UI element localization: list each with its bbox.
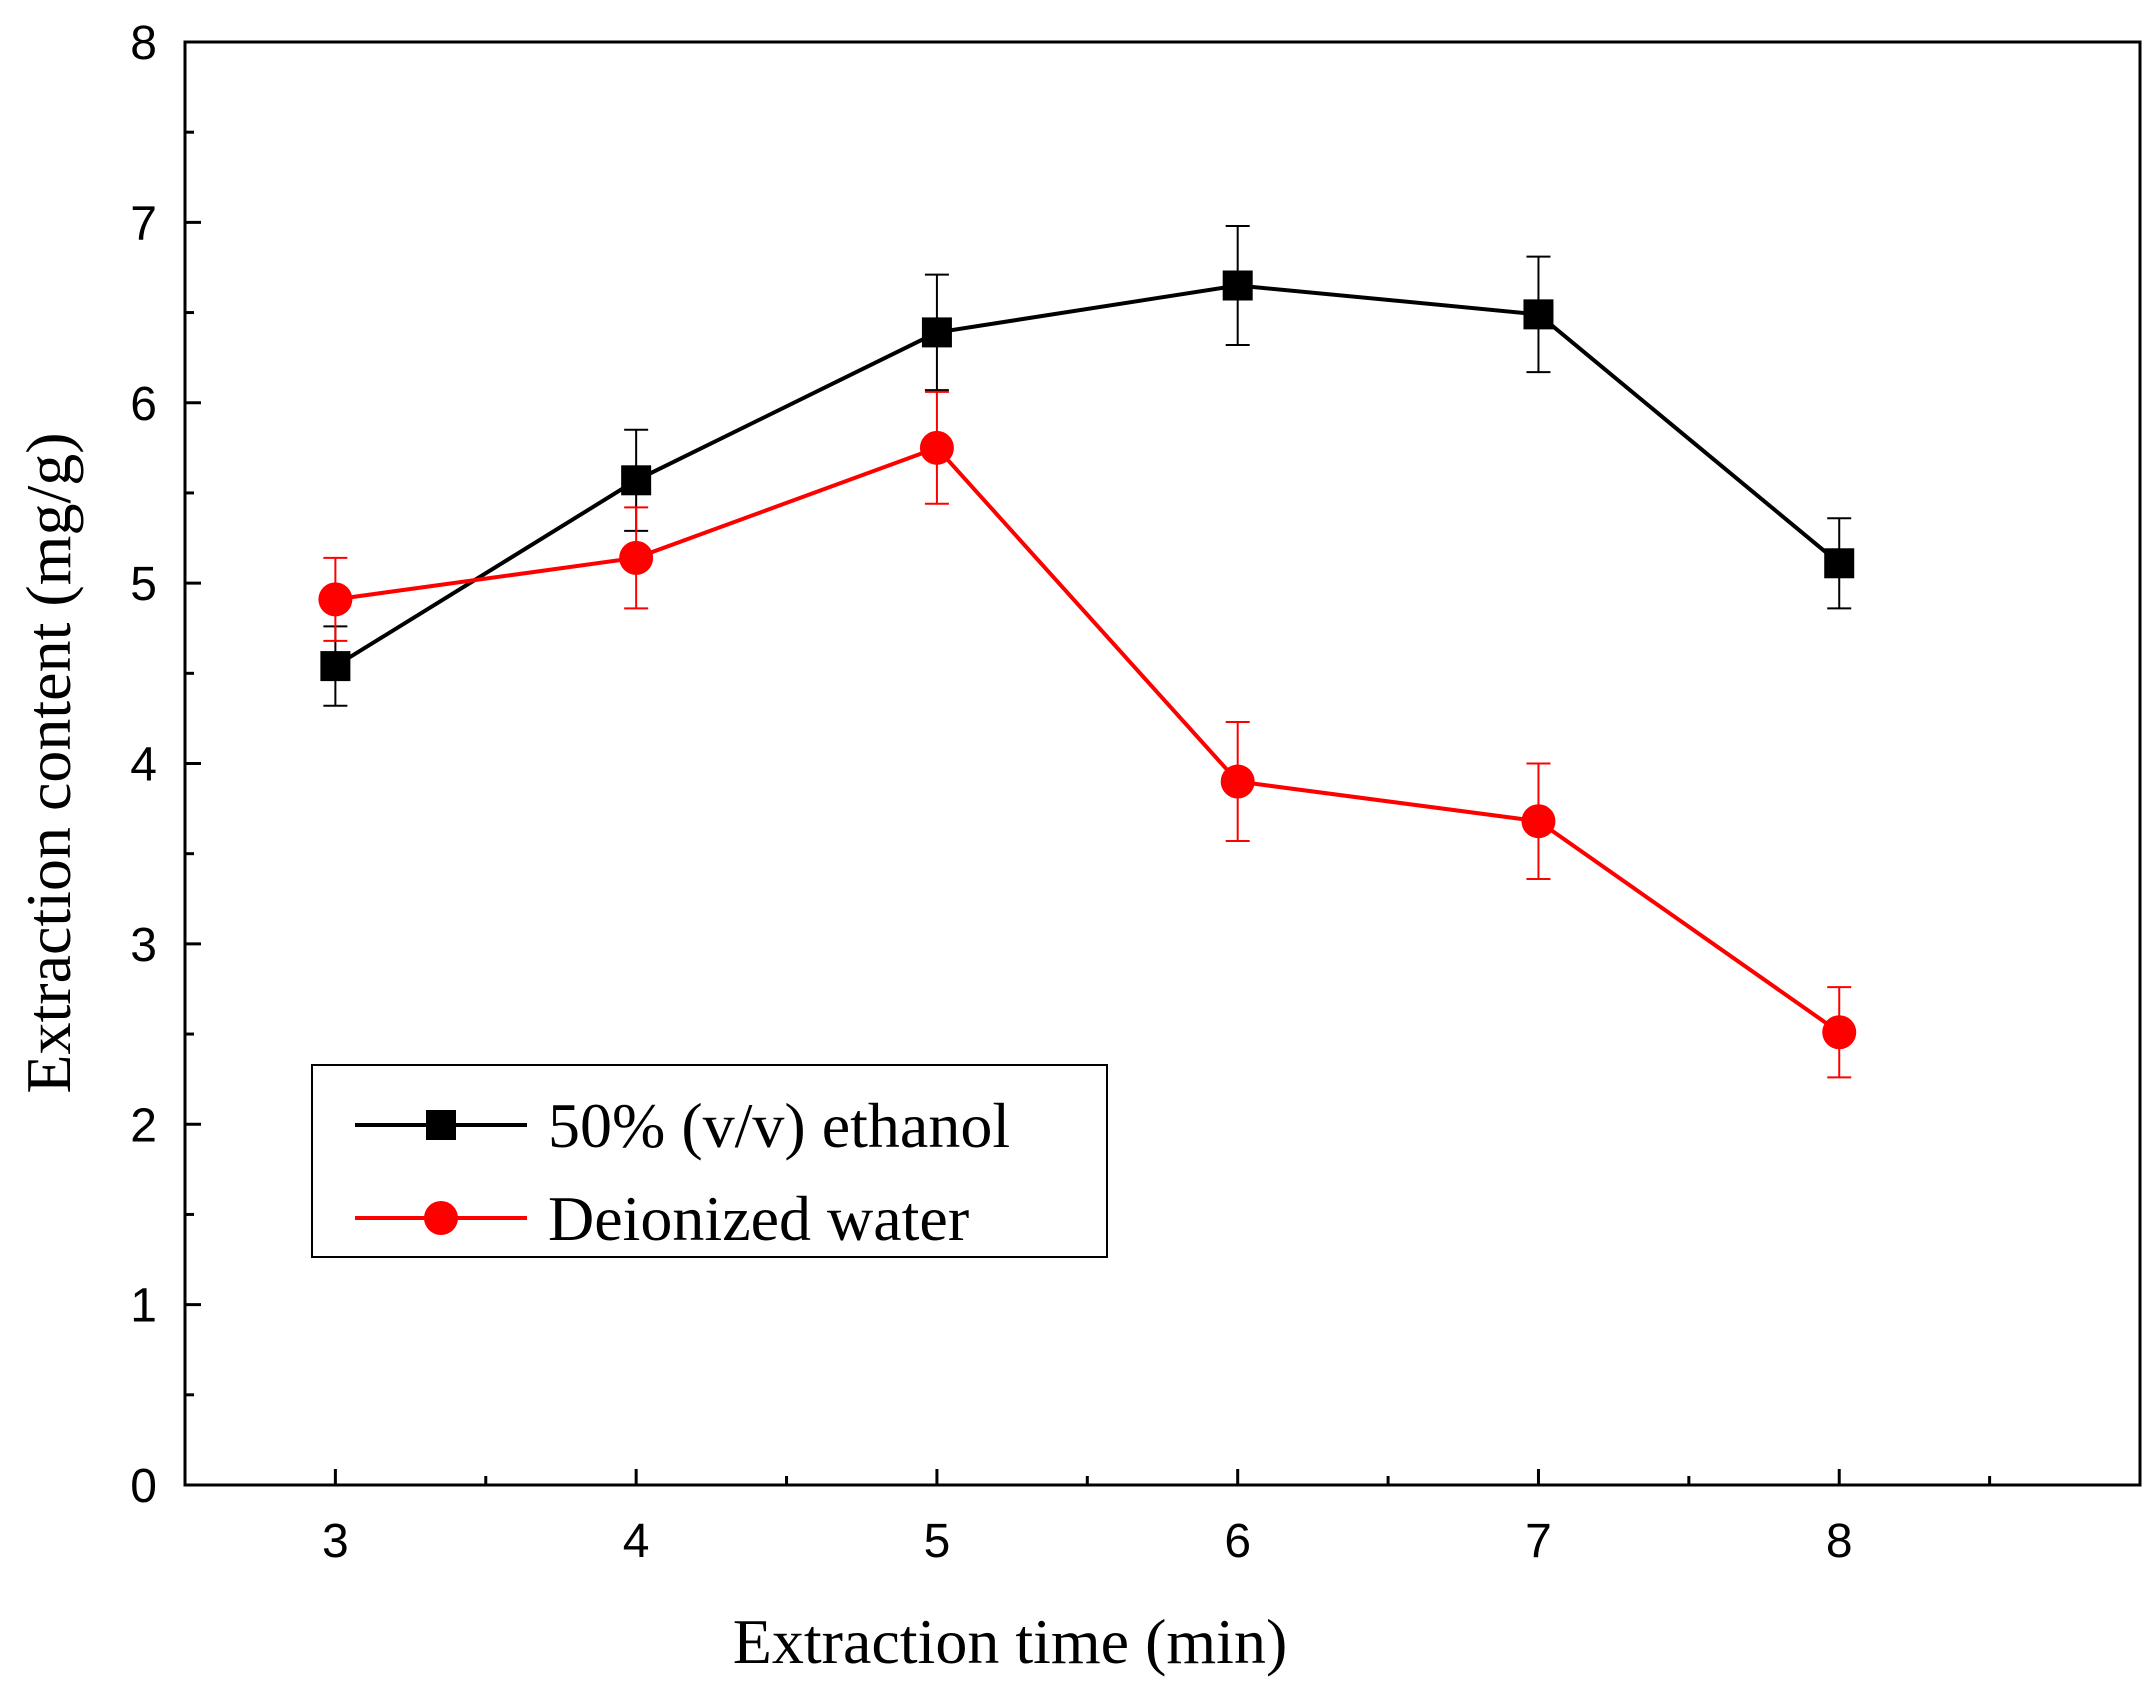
y-tick-label: 5 — [130, 558, 157, 611]
y-axis-ticks: 0 1 2 3 4 5 6 7 8 — [130, 17, 201, 1513]
x-axis-ticks: 3 4 5 6 7 8 — [322, 1469, 1992, 1568]
data-point — [1222, 270, 1253, 301]
y-tick-label: 7 — [130, 197, 157, 250]
plot-frame — [183, 40, 2142, 1487]
legend-water-label: Deionized water — [548, 1183, 969, 1254]
legend-ethanol-marker — [426, 1110, 456, 1140]
y-tick-label: 0 — [130, 1460, 157, 1513]
x-tick-label: 3 — [322, 1515, 349, 1568]
y-tick-label: 2 — [130, 1099, 157, 1152]
x-tick-label: 4 — [623, 1515, 650, 1568]
data-point — [919, 430, 954, 465]
x-tick-label: 6 — [1224, 1515, 1251, 1568]
y-tick-label: 6 — [130, 378, 157, 431]
y-tick-label: 1 — [130, 1280, 157, 1333]
data-point — [621, 465, 652, 496]
x-tick-label: 8 — [1826, 1515, 1853, 1568]
series-layer — [318, 224, 1857, 1079]
data-point — [1521, 804, 1556, 839]
legend: 50% (v/v) ethanol Deionized water — [311, 1064, 1108, 1258]
series-line — [335, 445, 1841, 1034]
y-tick-label: 3 — [130, 919, 157, 972]
y-tick-label: 8 — [130, 17, 157, 70]
data-point — [921, 317, 952, 348]
legend-water-marker — [424, 1201, 458, 1235]
data-point — [1822, 1015, 1857, 1050]
x-axis-title: Extraction time (min) — [733, 1606, 1288, 1677]
x-tick-label: 7 — [1525, 1515, 1552, 1568]
y-axis-title: Extraction content (mg/g) — [13, 432, 84, 1093]
data-point — [320, 651, 351, 682]
data-point — [1824, 548, 1855, 579]
y-tick-label: 4 — [130, 739, 157, 792]
data-point — [1220, 764, 1255, 799]
x-tick-label: 5 — [924, 1515, 951, 1568]
data-point — [1523, 299, 1554, 330]
data-point — [318, 582, 353, 617]
series-water — [318, 390, 1857, 1079]
series-line — [334, 283, 1841, 668]
data-point — [619, 540, 654, 575]
series-ethanol — [320, 224, 1855, 707]
legend-ethanol-label: 50% (v/v) ethanol — [548, 1090, 1010, 1161]
